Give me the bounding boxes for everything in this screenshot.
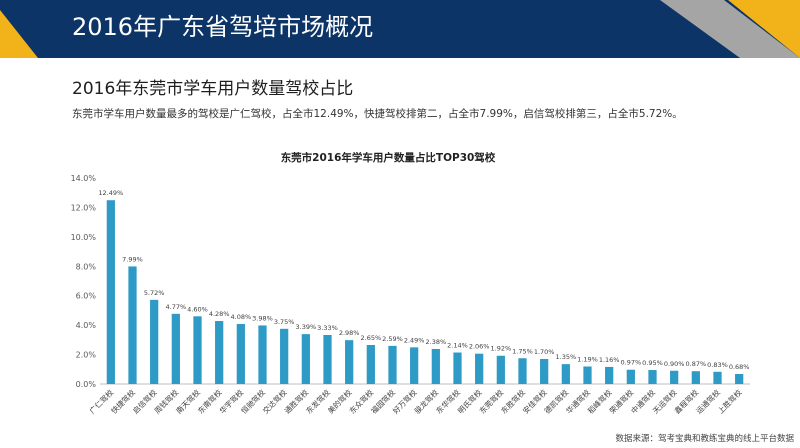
chart-title: 东莞市2016年学车用户数量占比TOP30驾校 (281, 151, 496, 164)
y-tick-label: 0.0% (76, 380, 97, 389)
bar (388, 345, 397, 384)
y-tick-label: 12.0% (71, 203, 97, 212)
bar (366, 345, 375, 384)
bar (453, 352, 462, 384)
bar (193, 316, 202, 384)
data-label: 1.92% (491, 345, 512, 353)
data-label: 1.16% (599, 356, 620, 364)
bar (106, 200, 115, 384)
data-label: 4.60% (187, 305, 208, 313)
y-tick-label: 2.0% (76, 351, 97, 360)
data-label: 1.70% (534, 348, 555, 356)
bar (648, 370, 657, 384)
header-navy-band (0, 0, 800, 58)
bar (215, 321, 224, 384)
header-left-accent (0, 10, 38, 58)
x-axis-labels: 广仁驾校快捷驾校启信驾校周钱驾校南天驾校东南驾校华宇驾校恒驰驾校交达驾校通胜驾校… (87, 387, 744, 416)
data-label: 2.49% (404, 336, 425, 344)
data-label: 3.75% (274, 318, 295, 326)
data-label: 1.75% (512, 347, 533, 355)
page-title: 2016年广东省驾培市场概况 (72, 13, 374, 41)
header-gray-stripe (660, 0, 800, 58)
y-tick-label: 10.0% (71, 233, 97, 242)
y-tick-label: 6.0% (76, 292, 97, 301)
data-source-note: 数据来源：驾考宝典和教练宝典的线上平台数据 (615, 434, 794, 444)
bar (280, 328, 289, 384)
bar (323, 335, 332, 384)
bar (518, 358, 527, 384)
data-label: 12.49% (98, 189, 123, 197)
data-label: 3.33% (317, 324, 338, 332)
bar (236, 323, 245, 384)
bar (561, 364, 570, 384)
data-label: 3.39% (296, 323, 317, 331)
data-label: 7.99% (122, 255, 143, 263)
y-tick-label: 14.0% (71, 174, 97, 183)
data-label: 2.38% (426, 338, 447, 346)
bar (713, 371, 722, 384)
data-label: 1.19% (577, 355, 598, 363)
data-label: 4.28% (209, 310, 230, 318)
bar (128, 266, 137, 384)
bar (171, 313, 180, 384)
data-label: 3.98% (252, 314, 273, 322)
bar (540, 358, 549, 384)
bar (410, 347, 419, 384)
category-label: 上胜驾校 (715, 387, 744, 416)
bar (605, 366, 614, 384)
bar (258, 325, 267, 384)
data-label: 2.06% (469, 343, 490, 351)
header-background (0, 0, 800, 58)
bar (150, 299, 159, 384)
bar (475, 353, 484, 384)
bar (626, 369, 635, 384)
y-tick-label: 4.0% (76, 321, 97, 330)
data-label: 0.68% (729, 363, 750, 371)
header-yellow-corner (728, 0, 800, 58)
bar (496, 355, 505, 384)
data-label: 0.87% (686, 360, 707, 368)
data-label: 0.97% (621, 359, 642, 367)
bar (691, 371, 700, 384)
data-label: 4.77% (166, 303, 187, 311)
section-description: 东莞市学车用户数量最多的驾校是广仁驾校，占全市12.49%，快捷驾校排第二，占全… (72, 108, 683, 120)
data-label: 2.14% (447, 342, 468, 350)
bar (735, 373, 744, 384)
bar (431, 348, 440, 384)
bar (583, 366, 592, 384)
bar (670, 370, 679, 384)
data-label: 5.72% (144, 289, 165, 297)
data-label: 1.35% (556, 353, 577, 361)
section-title: 2016年东莞市学车用户数量驾校占比 (72, 79, 354, 99)
bar-chart: 东莞市2016年学车用户数量占比TOP30驾校 0.0% 2.0% 4.0% 6.0%… (71, 151, 750, 416)
data-label: 0.83% (707, 361, 728, 369)
data-label: 2.65% (361, 334, 382, 342)
data-label: 0.95% (642, 359, 663, 367)
data-label: 2.59% (382, 335, 403, 343)
y-axis: 0.0% 2.0% 4.0% 6.0% 8.0% 10.0% 12.0% 14.0% (71, 174, 750, 389)
bar (301, 334, 310, 384)
bars-group: 12.49% 7.99% 5.72%4.77% 4.60%4.28% 4.08% 3.98… (98, 189, 749, 384)
bar (345, 340, 354, 384)
header-banner: 2016年广东省驾培市场概况 (0, 0, 800, 58)
data-label: 4.08% (231, 313, 252, 321)
data-label: 2.98% (339, 329, 360, 337)
y-tick-label: 8.0% (76, 262, 97, 271)
data-label: 0.90% (664, 360, 685, 368)
